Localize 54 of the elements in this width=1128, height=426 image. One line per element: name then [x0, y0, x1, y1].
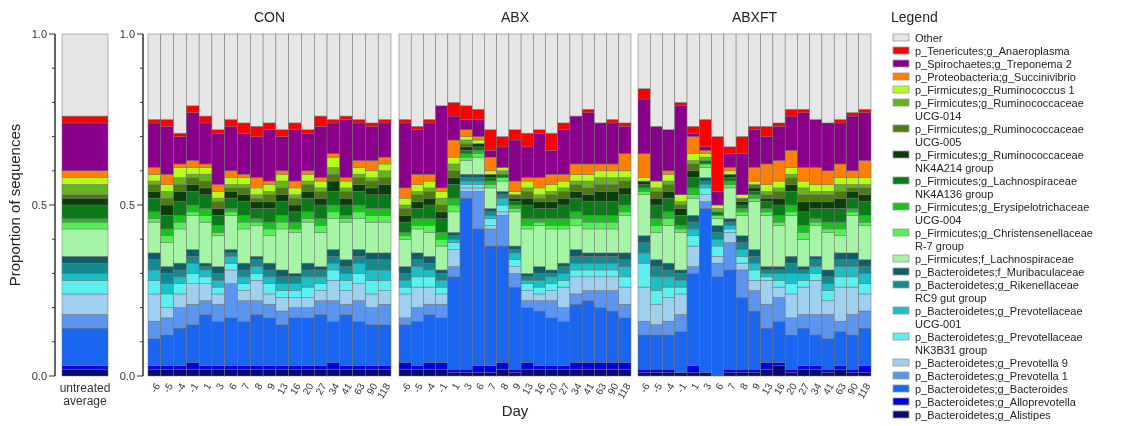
x-tick-label: 8 [498, 380, 511, 392]
legend-label: p_Bacteroidetes;g_Alloprevotella [915, 395, 1077, 408]
x-tick-label: -1 [674, 380, 689, 395]
x-tick-label: 3 [700, 380, 714, 392]
x-tick-label: -6 [148, 380, 163, 395]
x-tick-label: -5 [650, 380, 665, 395]
x-tick-label: 1 [201, 380, 214, 392]
x-tick-label: -4 [662, 380, 677, 395]
y-tick-label: 0.0 [31, 369, 47, 382]
x-tick-label: untreated average [59, 381, 111, 408]
x-tick-label: -4 [173, 380, 188, 395]
x-axis-title: Day [501, 402, 529, 419]
bar [61, 368, 109, 377]
x-tick-label: 3 [461, 380, 475, 392]
y-tick-label: 1.0 [31, 27, 47, 40]
y-tick-label: 0.5 [31, 198, 47, 211]
chart-title: CON [253, 9, 286, 25]
x-tick-label: 1 [449, 380, 462, 392]
legend-label: p_Proteobacteria;g_Succinivibrio [915, 70, 1076, 83]
y-tick-label: 0.5 [119, 198, 135, 211]
legend-label: p_Spirochaetes;g_Treponema 2 [915, 57, 1072, 70]
x-tick-label: -1 [186, 380, 201, 395]
legend-label: p_Firmicutes;f_Lachnospiraceae [915, 252, 1074, 265]
legend-label: p_Bacteroidetes;f_Muribaculaceae [915, 265, 1085, 278]
x-tick-label: 27 [313, 380, 329, 397]
x-tick-label: -6 [398, 380, 414, 395]
x-tick-label: -5 [160, 380, 176, 395]
chart-title: ABXFT [731, 9, 778, 25]
y-tick-label: 1.0 [119, 27, 135, 40]
x-tick-label: -4 [423, 380, 438, 395]
x-tick-label: 7 [486, 380, 499, 392]
legend-label: p_Bacteroidetes;g_Bacteroides [915, 382, 1069, 395]
text: Other [915, 31, 943, 44]
legend-label: p_Bacteroidetes;g_Prevotella 1 [915, 369, 1068, 382]
legend-label: p_Bacteroidetes;g_Alistipes [915, 408, 1052, 421]
x-tick-label: 3 [213, 380, 227, 392]
x-tick-label: 1 [688, 380, 702, 392]
x-tick-label: -6 [637, 380, 653, 395]
x-tick-label: 6 [473, 380, 487, 392]
legend-title: Legend [891, 9, 938, 25]
x-tick-label: 8 [252, 380, 265, 392]
x-tick-label: 6 [713, 380, 726, 392]
x-tick-label: 7 [239, 380, 252, 392]
y-axis-title: Proportion of sequences [6, 123, 23, 287]
legend-label: p_Firmicutes;g_Ruminococcus 1 [915, 83, 1075, 96]
x-tick-label: -5 [411, 380, 426, 395]
chart-title: ABX [500, 9, 530, 25]
x-tick-label: 7 [725, 380, 738, 392]
legend-label: p_Bacteroidetes;g_Prevotella 9 [915, 356, 1068, 369]
y-tick-label: 0.0 [119, 369, 135, 382]
x-tick-label: -1 [435, 380, 450, 395]
x-tick-label: 6 [226, 380, 240, 392]
legend-label: p_Tenericutes;g_Anaeroplasma [915, 44, 1071, 57]
x-tick-label: 8 [737, 380, 751, 392]
